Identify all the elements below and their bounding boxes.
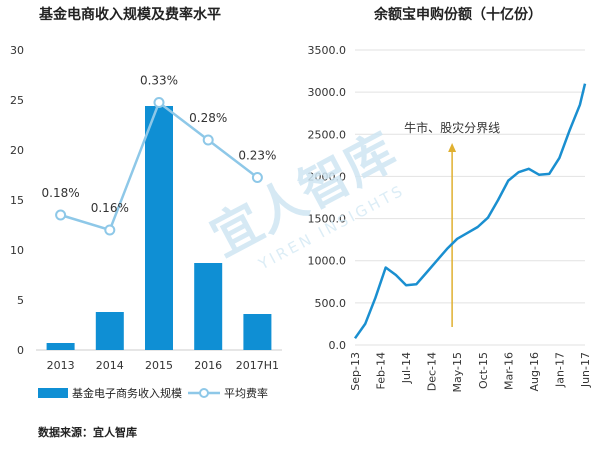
- rate-data-labels: 0.18% 0.16% 0.33% 0.28% 0.23%: [42, 74, 277, 216]
- right-x-tick-label: Oct-15: [477, 352, 490, 389]
- rate-point-2014: [104, 224, 116, 236]
- left-y-ticks: 0 5 10 15 20 25 30: [10, 44, 24, 357]
- legend-bar-label: 基金电子商务收入规模: [72, 386, 182, 400]
- left-y-tick-label: 10: [10, 244, 24, 257]
- right-chart-title: 余额宝申购份额（十亿份）: [373, 6, 542, 23]
- legend-bar-swatch: [38, 388, 68, 398]
- left-x-tick-label: 2015: [145, 359, 173, 372]
- right-x-tick-label: Dec-14: [426, 352, 439, 391]
- right-x-tick-label: Mar-16: [502, 352, 515, 390]
- right-x-ticks: Sep-13 Feb-14 Jul-14 Dec-14 May-15 Oct-15 Mar-…: [349, 352, 592, 393]
- revenue-bar-2017H1: [243, 314, 272, 350]
- left-y-tick-label: 5: [17, 294, 24, 307]
- right-gridlines: [355, 49, 585, 346]
- yuebao-series-line: [353, 83, 587, 340]
- revenue-bar-2015: [145, 106, 173, 350]
- left-y-tick-label: 25: [10, 94, 24, 107]
- right-x-tick-label: Aug-16: [528, 352, 541, 391]
- revenue-bar-2016: [194, 263, 223, 350]
- right-x-tick-label: Jan-17: [553, 352, 566, 388]
- left-y-tick-label: 30: [10, 44, 24, 57]
- left-x-tick-label: 2016: [194, 359, 222, 372]
- left-x-tick-label: 2017H1: [236, 359, 279, 372]
- right-y-tick-label: 1000.0: [308, 255, 347, 268]
- right-y-tick-label: 1500.0: [308, 213, 347, 226]
- rate-label: 0.23%: [238, 149, 276, 163]
- left-x-tick-label: 2014: [96, 359, 124, 372]
- right-y-tick-label: 2500.0: [308, 128, 347, 141]
- right-x-tick-label: Sep-13: [349, 352, 362, 391]
- right-y-tick-label: 0.0: [329, 339, 347, 352]
- rate-label: 0.33%: [140, 74, 178, 88]
- right-x-tick-label: Jun-17: [579, 352, 592, 388]
- legend-line-label: 平均费率: [224, 386, 268, 400]
- right-y-tick-label: 2000.0: [308, 170, 347, 183]
- rate-points: [55, 97, 263, 236]
- left-chart-title: 基金电商收入规模及费率水平: [39, 6, 221, 23]
- left-y-tick-label: 0: [17, 344, 24, 357]
- legend-line-marker: [199, 388, 209, 398]
- left-bars: [46, 106, 272, 350]
- left-y-tick-label: 15: [10, 194, 24, 207]
- divider-annotation: 牛市、股灾分界线: [404, 120, 500, 135]
- right-y-ticks: 0.0 500.0 1000.0 1500.0 2000.0 2500.0 3000.0 35…: [308, 44, 347, 352]
- rate-point-2015: [153, 97, 165, 108]
- divider-arrow-head: [448, 143, 457, 152]
- right-x-tick-label: Jul-14: [400, 352, 413, 384]
- rate-point-2016: [202, 134, 214, 146]
- left-x-ticks: 2013 2014 2015 2016 2017H1: [47, 359, 279, 372]
- left-x-tick-label: 2013: [47, 359, 75, 372]
- rate-label: 0.16%: [91, 201, 129, 215]
- right-x-tick-label: May-15: [451, 352, 464, 393]
- rate-label: 0.28%: [189, 111, 227, 125]
- rate-point-2017H1: [251, 172, 263, 183]
- rate-label: 0.18%: [42, 186, 80, 200]
- right-y-tick-label: 3000.0: [308, 86, 347, 99]
- revenue-bar-2013: [46, 343, 75, 350]
- right-y-tick-label: 3500.0: [308, 44, 347, 57]
- left-y-tick-label: 20: [10, 144, 24, 157]
- right-x-tick-label: Feb-14: [375, 352, 388, 389]
- right-y-tick-label: 500.0: [315, 297, 347, 310]
- revenue-bar-2014: [95, 312, 124, 350]
- source-note: 数据来源：宜人智库: [38, 425, 137, 439]
- rate-point-2013: [55, 209, 67, 221]
